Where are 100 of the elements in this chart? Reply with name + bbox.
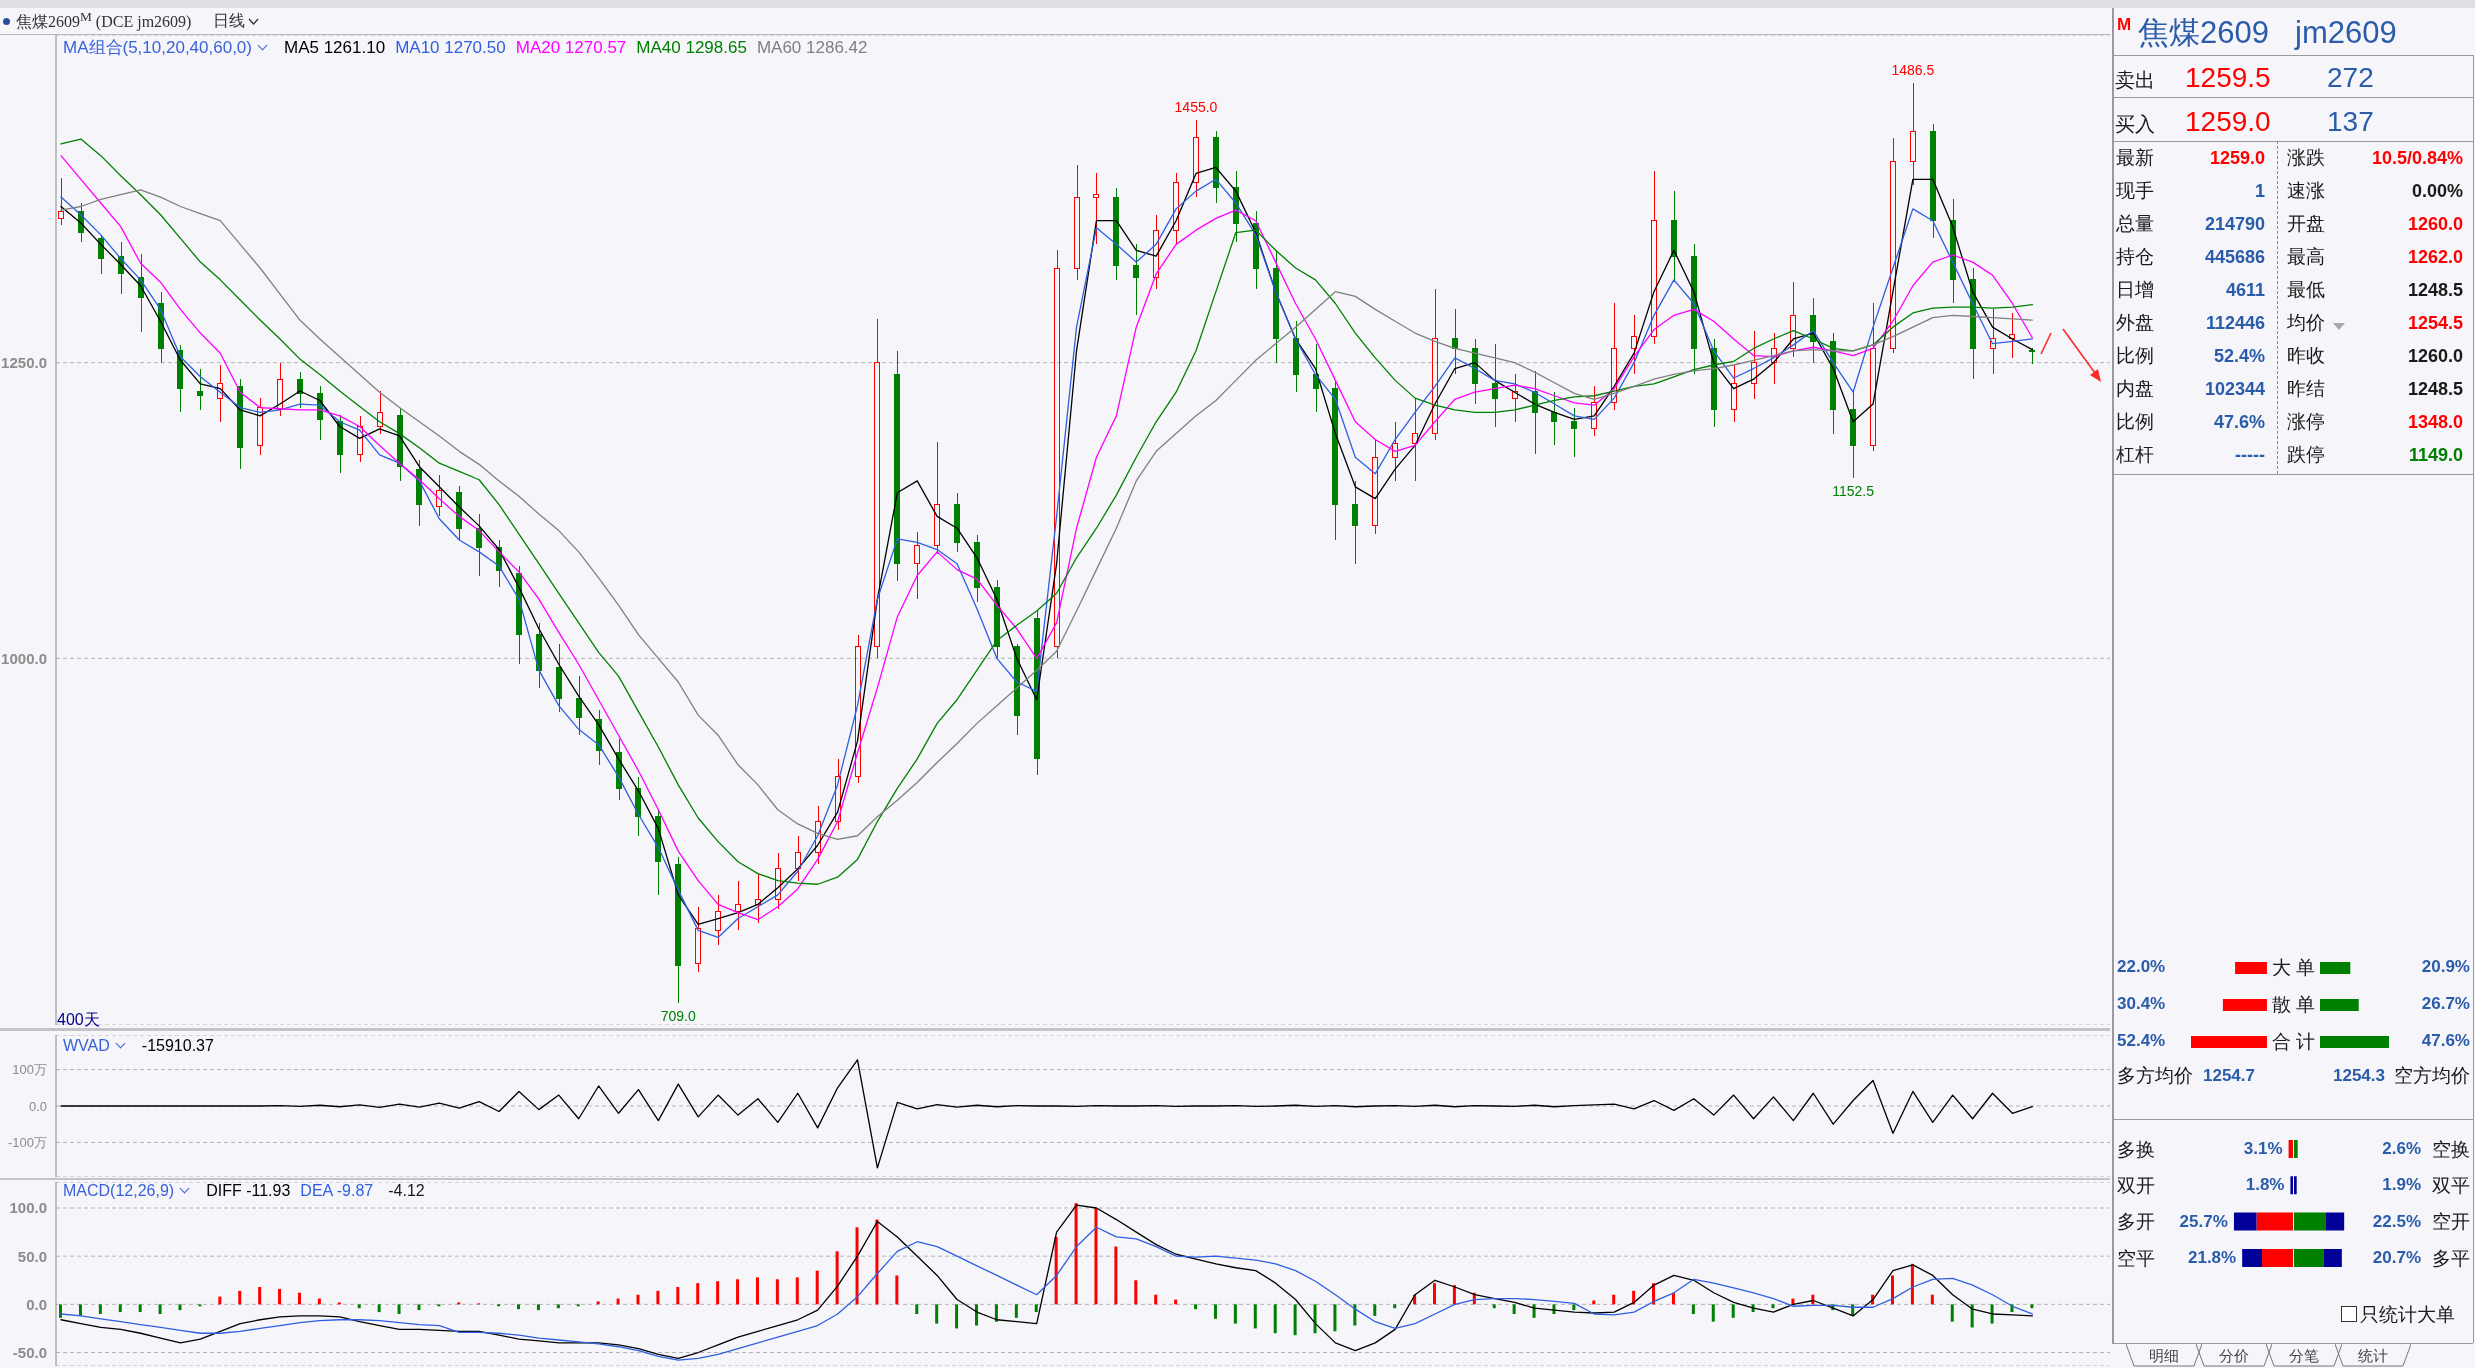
text: 现手 <box>2116 180 2154 202</box>
candlestick <box>974 534 981 603</box>
bar <box>1353 1304 1357 1326</box>
bar <box>357 1304 361 1309</box>
bar <box>2242 1248 2263 1267</box>
candlestick <box>874 318 881 659</box>
bar <box>835 1251 839 1305</box>
bar <box>915 1304 919 1314</box>
text: 内盘 <box>2116 378 2154 400</box>
candlestick <box>1989 308 1996 375</box>
bar <box>1910 1263 1914 1305</box>
bar <box>1532 1304 1536 1318</box>
bar <box>736 1279 740 1305</box>
bar <box>1990 1304 1994 1324</box>
text: 涨跌 <box>2287 147 2325 169</box>
text: 112446 <box>2205 312 2265 333</box>
y-tick-label: 空开 <box>2431 1211 2470 1233</box>
text: M <box>2117 15 2132 35</box>
candlestick <box>894 350 901 582</box>
bar <box>1054 1236 1058 1305</box>
bar <box>1194 1304 1198 1310</box>
text: -15910.37 <box>141 1037 214 1054</box>
text: 1259.0 <box>2185 105 2271 137</box>
text: 最高 <box>2287 246 2325 268</box>
candlestick <box>1153 214 1160 290</box>
text: 均价 <box>2287 312 2325 334</box>
text: 1254.7 <box>2203 1066 2255 1086</box>
annotation: 400天 <box>57 1011 100 1028</box>
text: DIFF -11.93 <box>206 1182 291 1199</box>
bar <box>1393 1304 1397 1309</box>
bar <box>138 1304 142 1313</box>
text: 持仓 <box>2116 246 2154 268</box>
data-label: 22.5% <box>2372 1211 2421 1231</box>
candlestick <box>1352 480 1359 565</box>
y-tick-label: 1000.0 <box>1 649 47 667</box>
data-label: 26.7% <box>2421 994 2470 1013</box>
chart-title: 焦煤2609$^{M}$ (DCE jm2609) <box>16 8 192 33</box>
bar <box>78 1304 82 1316</box>
bar <box>656 1290 660 1305</box>
text: ----- <box>2235 444 2265 465</box>
bar <box>59 1304 63 1318</box>
bar <box>775 1279 779 1305</box>
bar <box>1711 1304 1715 1322</box>
y-tick-label: 散 单 <box>2271 993 2316 1015</box>
text: 1248.5 <box>2407 279 2463 300</box>
candlestick <box>1651 170 1658 345</box>
bar <box>875 1219 879 1305</box>
text: 外盘 <box>2116 312 2154 334</box>
bar <box>1452 1285 1456 1305</box>
text: 1348.0 <box>2407 411 2463 432</box>
bar <box>278 1288 282 1305</box>
y-tick-label: 多开 <box>2117 1211 2156 1233</box>
bar <box>1950 1304 1954 1322</box>
text: MA5 1261.10 <box>283 38 386 57</box>
text: DEA -9.87 <box>300 1182 374 1199</box>
text: MA20 1270.57 <box>515 38 627 57</box>
text: 最新 <box>2116 147 2154 169</box>
bar <box>1094 1208 1098 1305</box>
text: jm2609 <box>2295 14 2397 50</box>
text: 10.5/0.84% <box>2371 147 2463 168</box>
data-label: 2.6% <box>2382 1138 2421 1158</box>
text: 1248.5 <box>2407 378 2463 399</box>
bar <box>2030 1304 2034 1309</box>
text: 1 <box>2254 180 2265 201</box>
bar <box>1313 1304 1317 1334</box>
text: 445686 <box>2204 246 2265 267</box>
text: 102344 <box>2204 378 2265 399</box>
text: 272 <box>2327 61 2374 93</box>
candlestick <box>197 368 204 411</box>
text: MA60 1286.42 <box>756 38 868 57</box>
candlestick <box>237 378 244 470</box>
candlestick <box>1432 288 1438 441</box>
text: 1260.0 <box>2407 213 2463 234</box>
data-label: 25.7% <box>2179 1211 2228 1231</box>
legend-title: MACD(12,26,9) <box>63 1181 189 1201</box>
bar <box>517 1304 521 1310</box>
text: 1254.5 <box>2407 312 2463 333</box>
y-tick-label: -100万 <box>7 1135 47 1151</box>
y-tick-label: 双开 <box>2117 1174 2156 1196</box>
line-series <box>60 1204 2033 1359</box>
bar <box>895 1275 899 1305</box>
text: 137 <box>2327 105 2374 137</box>
bar <box>158 1304 162 1314</box>
bar <box>636 1294 640 1305</box>
text: 只统计大单 <box>2360 1304 2455 1326</box>
text: 1254.3 <box>2333 1066 2385 1086</box>
bar <box>1213 1304 1217 1319</box>
line-series <box>60 1059 2033 1169</box>
bar <box>2233 1212 2257 1231</box>
text: 昨结 <box>2287 378 2325 400</box>
annotation: 1486.5 <box>1891 61 1935 78</box>
bar <box>1731 1304 1735 1318</box>
bar <box>935 1304 939 1324</box>
data-label: 21.8% <box>2187 1247 2237 1267</box>
y-tick-label: 多换 <box>2117 1138 2156 1160</box>
bar <box>536 1304 540 1311</box>
bar <box>596 1301 600 1305</box>
bar <box>855 1227 859 1305</box>
data-label: 52.4% <box>2117 1031 2166 1050</box>
chart-subtitle: 日线 <box>213 10 246 31</box>
